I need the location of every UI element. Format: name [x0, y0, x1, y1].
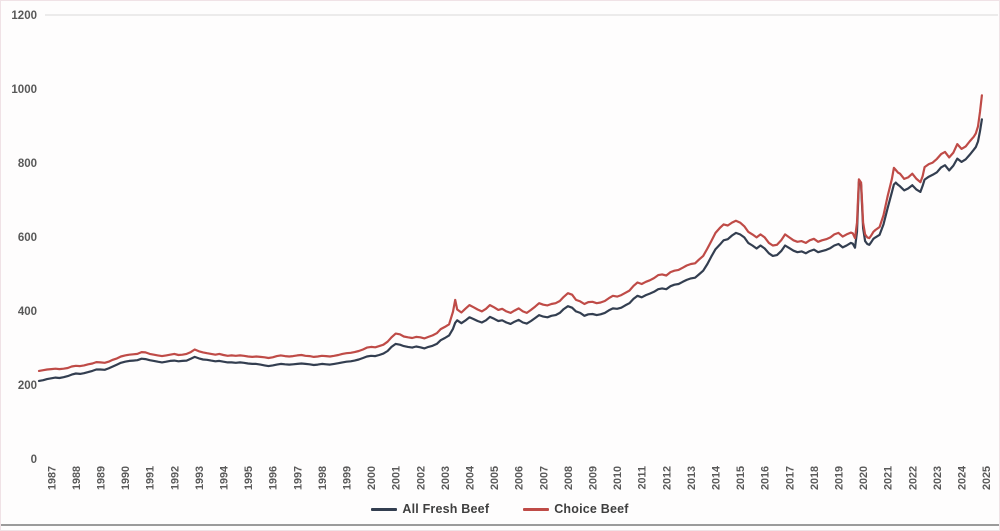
x-tick-label: 1998: [317, 466, 329, 490]
legend-item-choice-beef: Choice Beef: [523, 502, 628, 516]
x-tick-label: 1996: [268, 466, 280, 490]
x-tick-label: 2000: [366, 466, 378, 490]
x-tick-label: 2021: [883, 466, 895, 490]
y-tick-label: 800: [18, 158, 37, 170]
x-tick-label: 1987: [46, 466, 58, 490]
x-tick-label: 1989: [96, 466, 108, 490]
x-tick-label: 1994: [219, 466, 231, 490]
x-tick-label: 2019: [834, 466, 846, 490]
x-tick-label: 1991: [145, 466, 157, 490]
x-tick-label: 2020: [858, 466, 870, 490]
y-tick-label: 400: [18, 306, 37, 318]
all-fresh-beef-line-swatch-icon: [371, 507, 398, 511]
y-tick-label: 1200: [11, 10, 37, 22]
choice-beef-line-swatch-icon: [523, 507, 550, 511]
x-tick-label: 2005: [489, 466, 501, 490]
x-tick-label: 2003: [440, 466, 452, 490]
x-tick-label: 2010: [612, 466, 624, 490]
x-tick-label: 2022: [907, 466, 919, 490]
x-tick-label: 2008: [563, 466, 575, 490]
x-tick-label: 2016: [760, 466, 772, 490]
x-tick-label: 2014: [711, 466, 723, 490]
y-tick-label: 0: [31, 454, 37, 466]
x-tick-label: 1995: [243, 466, 255, 490]
chart-bottom-border: [1, 524, 999, 526]
x-tick-label: 2007: [538, 466, 550, 490]
y-tick-label: 200: [18, 380, 37, 392]
x-tick-label: 2018: [809, 466, 821, 490]
x-tick-label: 2017: [784, 466, 796, 490]
y-axis-labels: 0 200 400 600 800 1000 1200: [11, 10, 37, 466]
legend-label-choice-beef: Choice Beef: [554, 502, 629, 516]
y-tick-label: 1000: [11, 84, 37, 96]
y-tick-label: 600: [18, 232, 37, 244]
x-tick-label: 2004: [465, 466, 477, 490]
x-axis-labels: 1987 1988 1989 1990 1991 1992 1993 1994 1995 1996…: [46, 466, 993, 490]
x-tick-label: 2001: [391, 466, 403, 490]
x-tick-label: 2015: [735, 466, 747, 490]
x-tick-label: 1993: [194, 466, 206, 490]
legend-label-all-fresh-beef: All Fresh Beef: [402, 502, 490, 516]
x-tick-label: 2012: [661, 466, 673, 490]
x-tick-label: 2009: [588, 466, 600, 490]
series-line-choice-beef: [37, 94, 984, 372]
x-tick-label: 1999: [342, 466, 354, 490]
x-tick-label: 2023: [932, 466, 944, 490]
x-tick-label: 2024: [957, 466, 969, 490]
x-tick-label: 2002: [415, 466, 427, 490]
x-tick-label: 1990: [120, 466, 132, 490]
x-tick-label: 1992: [169, 466, 181, 490]
x-tick-label: 1997: [292, 466, 304, 490]
x-tick-label: 2006: [514, 466, 526, 490]
x-tick-label: 2011: [637, 466, 649, 489]
x-tick-label: 2025: [981, 466, 993, 490]
legend-item-all-fresh-beef: All Fresh Beef: [371, 502, 489, 516]
chart-legend: All Fresh Beef Choice Beef: [1, 502, 999, 516]
x-tick-label: 2013: [686, 466, 698, 490]
series-line-all-fresh-beef: [37, 118, 984, 382]
x-tick-label: 1988: [71, 466, 83, 490]
